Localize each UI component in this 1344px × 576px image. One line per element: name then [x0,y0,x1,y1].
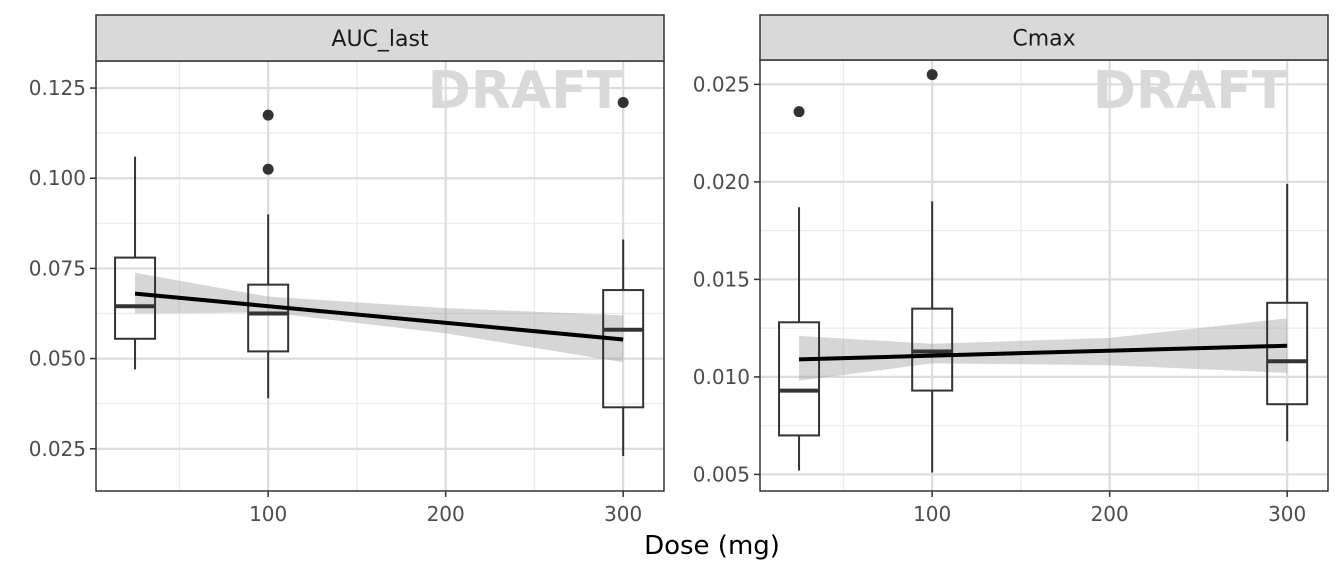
x-tick-label: 100 [249,502,287,526]
strip-label: AUC_last [331,27,429,52]
x-axis-title: Dose (mg) [644,531,780,561]
box-dose-25 [114,156,157,370]
y-tick-label: 0.125 [29,76,86,100]
y-tick-label: 0.005 [693,462,750,486]
x-tick-label: 200 [427,502,465,526]
box-iqr [247,283,290,353]
y-tick-label: 0.010 [693,365,750,389]
box-dose-300 [602,96,645,457]
y-tick-label: 0.020 [693,170,750,194]
y-tick-label: 0.025 [29,437,86,461]
x-tick-label: 300 [604,502,642,526]
strip-label: Cmax [1012,27,1075,52]
x-tick-label: 200 [1091,502,1129,526]
strip-background [759,14,1329,61]
confidence-band [799,318,1288,381]
x-tick-label: 300 [1268,502,1306,526]
box-iqr [778,321,821,437]
trend-line [798,343,1288,362]
y-tick-label: 0.050 [29,347,86,371]
box-dose-25 [778,106,821,471]
box-iqr [114,256,157,340]
panel-cmax: DRAFT Cmax 0.005 0.010 0.015 0.020 0.025 100 200… [693,14,1329,526]
box-dose-100 [247,109,290,399]
draft-watermark: DRAFT [428,61,623,121]
box-dose-300 [1266,183,1309,442]
outlier-point [926,69,938,81]
box-iqr [1266,301,1309,406]
panel-auc-last: DRAFT AUC_last 0.025 0.050 0.075 0.100 0.125 10… [29,14,665,526]
strip-background [95,14,665,62]
y-tick-label: 0.015 [693,267,750,291]
outlier-point [262,109,274,121]
outlier-point [262,163,274,175]
outlier-point [793,106,805,118]
box-iqr [602,289,645,409]
y-tick-label: 0.025 [693,72,750,96]
x-tick-label: 100 [913,502,951,526]
box-dose-100 [911,69,954,473]
outlier-point [617,96,629,108]
trend-line [134,291,624,342]
plot-background [760,60,1328,491]
draft-watermark: DRAFT [1093,61,1288,121]
y-tick-label: 0.100 [29,166,86,190]
y-tick-label: 0.075 [29,256,86,280]
plot-background [96,61,664,491]
